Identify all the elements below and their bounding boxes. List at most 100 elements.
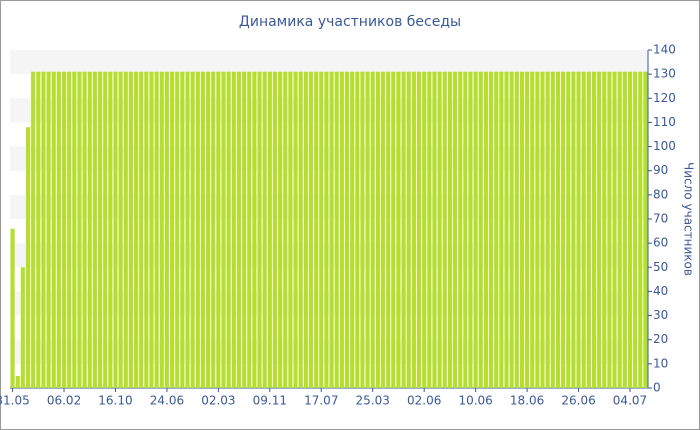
bar bbox=[612, 71, 617, 388]
x-tick-label: 16.10 bbox=[98, 394, 132, 408]
bar bbox=[427, 71, 432, 388]
bar bbox=[355, 71, 360, 388]
bar bbox=[252, 71, 257, 388]
bar bbox=[380, 71, 386, 388]
y-tick-label: 30 bbox=[653, 308, 668, 322]
bar bbox=[571, 71, 576, 388]
bar bbox=[200, 71, 206, 388]
bar bbox=[123, 71, 128, 388]
bar bbox=[108, 71, 113, 388]
y-tick-label: 10 bbox=[653, 356, 668, 370]
bar bbox=[350, 71, 355, 388]
bar bbox=[597, 71, 602, 388]
bar bbox=[545, 71, 550, 388]
bar bbox=[298, 71, 303, 388]
bar bbox=[211, 71, 216, 388]
bar bbox=[226, 71, 231, 388]
bar bbox=[175, 71, 180, 388]
bar bbox=[561, 71, 566, 388]
bar bbox=[283, 71, 288, 388]
bar bbox=[458, 71, 463, 388]
bar bbox=[586, 71, 591, 388]
bar bbox=[617, 71, 622, 388]
bar bbox=[206, 71, 211, 388]
bar bbox=[308, 71, 314, 388]
bar bbox=[514, 71, 519, 388]
bar bbox=[267, 71, 272, 388]
y-tick-label: 90 bbox=[653, 163, 668, 177]
y-tick-label: 120 bbox=[653, 91, 676, 105]
bar bbox=[535, 71, 540, 388]
bar bbox=[278, 71, 283, 388]
bar bbox=[329, 71, 334, 388]
bar bbox=[97, 71, 103, 388]
bar bbox=[46, 71, 51, 388]
y-axis-label: Число участников bbox=[682, 162, 696, 276]
y-tick-label: 0 bbox=[653, 381, 661, 395]
y-tick-label: 60 bbox=[653, 236, 668, 250]
bar bbox=[159, 71, 164, 388]
chart-title: Динамика участников беседы bbox=[239, 14, 461, 30]
x-tick-label: 02.03 bbox=[201, 394, 235, 408]
bar bbox=[494, 71, 499, 388]
bar bbox=[236, 71, 242, 388]
y-tick-label: 50 bbox=[653, 260, 668, 274]
bar bbox=[463, 71, 468, 388]
bar bbox=[386, 71, 391, 388]
bar bbox=[638, 71, 643, 388]
bar bbox=[272, 71, 278, 388]
x-tick-label: 24.06 bbox=[150, 394, 184, 408]
y-tick-label: 130 bbox=[653, 67, 676, 81]
bar bbox=[489, 71, 494, 388]
bar bbox=[25, 127, 31, 388]
bar bbox=[170, 71, 175, 388]
bar bbox=[314, 71, 319, 388]
bar bbox=[370, 71, 375, 388]
bar bbox=[113, 71, 118, 388]
bar bbox=[293, 71, 298, 388]
bar bbox=[622, 71, 627, 388]
bar bbox=[61, 71, 67, 388]
bar bbox=[20, 267, 25, 388]
bar bbox=[581, 71, 586, 388]
bar bbox=[247, 71, 252, 388]
y-tick-label: 140 bbox=[653, 43, 676, 57]
bar bbox=[555, 71, 561, 388]
bar bbox=[303, 71, 308, 388]
bar bbox=[144, 71, 149, 388]
bar bbox=[128, 71, 133, 388]
x-tick-label: 09.11 bbox=[253, 394, 287, 408]
bar bbox=[416, 71, 422, 388]
bar bbox=[242, 71, 247, 388]
bar bbox=[67, 71, 72, 388]
bar bbox=[185, 71, 190, 388]
y-tick-label: 80 bbox=[653, 187, 668, 201]
bar bbox=[504, 71, 509, 388]
bar bbox=[339, 71, 344, 388]
bar bbox=[195, 71, 200, 388]
bar bbox=[72, 71, 77, 388]
bar bbox=[231, 71, 236, 388]
bar bbox=[257, 71, 262, 388]
bar bbox=[468, 71, 473, 388]
bar bbox=[262, 71, 267, 388]
y-tick-label: 20 bbox=[653, 332, 668, 346]
bar bbox=[10, 228, 15, 388]
bar bbox=[334, 71, 339, 388]
bar bbox=[591, 71, 597, 388]
bar bbox=[36, 71, 41, 388]
x-tick-label: 25.03 bbox=[356, 394, 390, 408]
y-tick-label: 100 bbox=[653, 139, 676, 153]
bar bbox=[375, 71, 380, 388]
bar bbox=[288, 71, 293, 388]
x-tick-label: 31.05 bbox=[0, 394, 30, 408]
bar bbox=[499, 71, 504, 388]
bar bbox=[92, 71, 97, 388]
x-tick-label: 17.07 bbox=[304, 394, 338, 408]
bar bbox=[344, 71, 350, 388]
x-tick-label: 18.06 bbox=[510, 394, 544, 408]
bar bbox=[51, 71, 56, 388]
bar bbox=[607, 71, 612, 388]
bar bbox=[633, 71, 638, 388]
